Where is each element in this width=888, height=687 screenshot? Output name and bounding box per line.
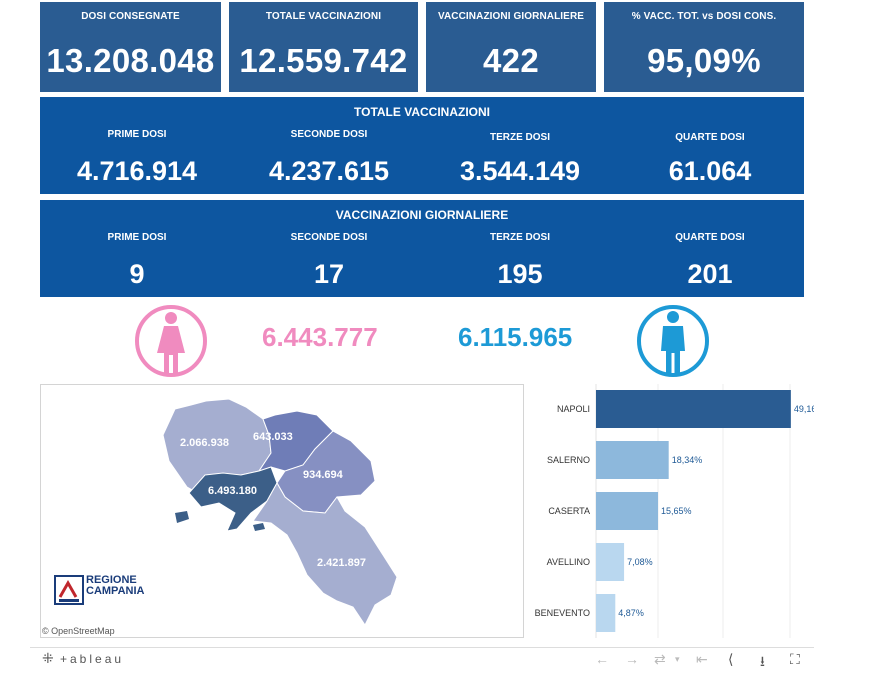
map-island-capri <box>253 523 265 531</box>
col-label: PRIME DOSI <box>107 129 167 140</box>
download-icon[interactable]: ⭳ <box>760 653 765 669</box>
kpi-label: TOTALE VACCINAZIONI <box>265 11 382 22</box>
panel-vaccinazioni-giornaliere: VACCINAZIONI GIORNALIERE PRIME DOSI 9 SE… <box>40 200 804 297</box>
col-label: SECONDE DOSI <box>290 129 368 140</box>
col-label: QUARTE DOSI <box>675 132 745 143</box>
totale-prime-dosi: PRIME DOSI 4.716.914 <box>52 129 222 187</box>
kpi-label: % VACC. TOT. vs DOSI CONS. <box>631 11 777 22</box>
bar-avellino[interactable] <box>596 543 625 581</box>
col-value: 195 <box>497 259 543 289</box>
regione-campania-logo-icon <box>54 575 84 605</box>
totale-seconde-dosi: SECONDE DOSI 4.237.615 <box>244 129 414 187</box>
share-icon[interactable]: ⟨ <box>728 651 734 667</box>
giorn-terze-dosi: TERZE DOSI 195 <box>435 232 605 290</box>
tableau-brand[interactable]: +ableau <box>60 652 125 666</box>
totale-quarte-dosi: QUARTE DOSI 61.064 <box>625 132 795 187</box>
map-label-caserta: 2.066.938 <box>180 437 229 449</box>
kpi-value: 13.208.048 <box>46 42 215 79</box>
panel-title: VACCINAZIONI GIORNALIERE <box>335 208 509 222</box>
tableau-logo-icon: ⁜ <box>42 650 54 666</box>
map-label-benevento: 643.033 <box>253 431 293 443</box>
kpi-percent-vacc: % VACC. TOT. vs DOSI CONS. 95,09% <box>604 2 804 92</box>
bar-napoli[interactable] <box>596 390 791 428</box>
map-label-avellino: 934.694 <box>303 469 344 481</box>
chevron-down-icon[interactable]: ▾ <box>675 654 680 664</box>
map-region-napoli[interactable] <box>188 466 278 532</box>
reset-icon[interactable]: ⇤ <box>696 651 708 667</box>
logo-line-1: REGIONE <box>86 574 137 586</box>
bar-category-label: NAPOLI <box>557 404 590 414</box>
map-label-napoli: 6.493.180 <box>208 485 257 497</box>
bar-value-label: 49,16% <box>794 404 814 414</box>
bar-salerno[interactable] <box>596 441 669 479</box>
male-icon <box>637 305 709 377</box>
map-region-salerno[interactable] <box>252 481 398 626</box>
regione-campania-text: REGIONE CAMPANIA <box>86 575 144 597</box>
kpi-label: VACCINAZIONI GIORNALIERE <box>437 11 585 22</box>
map-label-salerno: 2.421.897 <box>317 557 366 569</box>
logo-line-2: CAMPANIA <box>86 585 145 597</box>
col-value: 9 <box>129 259 145 289</box>
kpi-vaccinazioni-giornaliere: VACCINAZIONI GIORNALIERE 422 <box>426 2 596 92</box>
bar-value-label: 18,34% <box>672 455 703 465</box>
col-value: 201 <box>687 259 733 289</box>
province-bar-chart: NAPOLI 49,16% SALERNO 18,34% CASERTA 15,65% AV… <box>535 384 814 638</box>
undo-icon[interactable]: ← <box>595 651 609 667</box>
kpi-label: DOSI CONSEGNATE <box>81 11 180 22</box>
bar-category-label: BENEVENTO <box>535 608 590 618</box>
bar-benevento[interactable] <box>596 594 616 632</box>
bar-value-label: 4,87% <box>618 608 644 618</box>
redo-icon[interactable]: → <box>625 651 639 667</box>
col-value: 4.716.914 <box>76 156 198 186</box>
giorn-quarte-dosi: QUARTE DOSI 201 <box>625 232 795 290</box>
col-value: 61.064 <box>668 156 752 186</box>
male-count: 6.115.965 <box>458 322 573 352</box>
panel-totale-vaccinazioni: TOTALE VACCINAZIONI PRIME DOSI 4.716.914… <box>40 97 804 194</box>
bar-category-label: AVELLINO <box>547 557 590 567</box>
giorn-seconde-dosi: SECONDE DOSI 17 <box>244 232 414 290</box>
tableau-toolbar: ⁜ +ableau ← → ⇄ ▾ ⇤ ⟨ ⭳ ⛶ <box>30 647 814 670</box>
col-value: 17 <box>313 259 345 289</box>
campania-map[interactable]: 2.066.938 643.033 934.694 6.493.180 2.42… <box>40 384 524 638</box>
col-label: TERZE DOSI <box>489 232 550 243</box>
col-label: PRIME DOSI <box>107 232 167 243</box>
giorn-prime-dosi: PRIME DOSI 9 <box>52 232 222 290</box>
bar-category-label: CASERTA <box>548 506 590 516</box>
col-label: SECONDE DOSI <box>290 232 368 243</box>
bar-value-label: 15,65% <box>661 506 692 516</box>
col-value: 3.544.149 <box>459 156 581 186</box>
kpi-dosi-consegnate: DOSI CONSEGNATE 13.208.048 <box>40 2 221 92</box>
map-island-ischia <box>175 511 189 523</box>
kpi-totale-vaccinazioni: TOTALE VACCINAZIONI 12.559.742 <box>229 2 418 92</box>
col-label: QUARTE DOSI <box>675 232 745 243</box>
kpi-value: 12.559.742 <box>239 42 408 79</box>
bar-caserta[interactable] <box>596 492 659 530</box>
bar-value-label: 7,08% <box>627 557 653 567</box>
bar-category-label: SALERNO <box>547 455 590 465</box>
col-value: 4.237.615 <box>268 156 390 186</box>
col-label: TERZE DOSI <box>489 132 550 143</box>
revert-icon[interactable]: ⇄ <box>654 651 666 667</box>
map-svg[interactable]: 2.066.938 643.033 934.694 6.493.180 2.42… <box>41 385 523 637</box>
female-count: 6.443.777 <box>262 322 378 352</box>
map-attribution[interactable]: © OpenStreetMap <box>42 626 115 636</box>
kpi-value: 95,09% <box>647 42 761 79</box>
kpi-value: 422 <box>483 42 539 79</box>
female-icon <box>135 305 207 377</box>
fullscreen-icon[interactable]: ⛶ <box>790 651 800 667</box>
panel-title: TOTALE VACCINAZIONI <box>354 105 490 119</box>
totale-terze-dosi: TERZE DOSI 3.544.149 <box>435 132 605 187</box>
